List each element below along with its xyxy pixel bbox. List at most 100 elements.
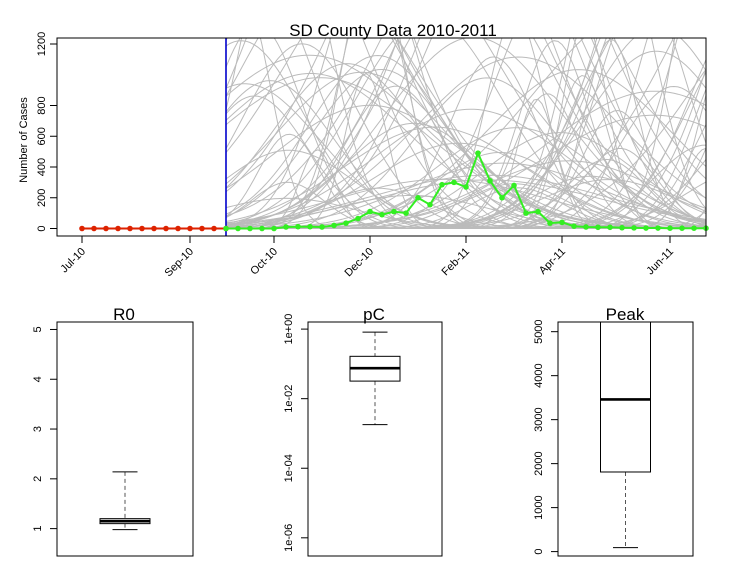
simulation-curve	[225, 38, 706, 221]
r0-title: R0	[113, 305, 135, 324]
y-tick-label: 1e+00	[283, 314, 295, 345]
data-point	[463, 184, 469, 190]
data-point	[415, 194, 421, 201]
data-point	[439, 181, 445, 188]
x-tick-label: Sep-10	[163, 246, 197, 280]
x-tick-label: Oct-10	[248, 246, 280, 278]
y-tick-label: 3000	[533, 407, 545, 431]
data-point	[667, 225, 673, 231]
chart-title: SD County Data 2010-2011	[289, 21, 497, 40]
y-tick-label: 5000	[533, 319, 545, 343]
data-point	[211, 225, 217, 232]
y-tick-label: 400	[36, 158, 48, 176]
x-tick-label: Jun-11	[644, 246, 676, 278]
data-point	[91, 225, 97, 232]
data-point	[427, 201, 433, 208]
data-point	[283, 224, 289, 230]
simulation-curve	[225, 56, 706, 227]
x-tick-label: Dec-10	[343, 246, 377, 280]
simulation-curve	[225, 38, 706, 229]
data-point	[319, 224, 325, 230]
pc-boxplot-panel: pC 1e-06 1e-04 1e-02 1e+00	[283, 305, 443, 557]
data-point	[631, 225, 637, 231]
data-point	[295, 223, 301, 230]
data-point	[451, 179, 457, 186]
data-point	[379, 211, 385, 218]
data-point	[307, 223, 313, 230]
data-point	[583, 224, 589, 230]
data-point	[127, 225, 133, 232]
data-point	[571, 223, 577, 229]
simulation-curve	[225, 38, 706, 228]
data-point	[247, 225, 253, 232]
y-tick-label: 1e-04	[283, 454, 295, 482]
data-point	[235, 225, 241, 232]
data-point	[343, 220, 349, 226]
data-point	[391, 208, 397, 215]
data-point	[199, 225, 205, 232]
x-tick-label: Feb-11	[440, 246, 473, 279]
simulation-curve	[225, 38, 706, 217]
data-point	[103, 225, 109, 232]
peak-title: Peak	[606, 305, 645, 324]
y-tick-label: 600	[36, 127, 48, 145]
data-point	[487, 178, 493, 184]
data-point	[547, 220, 553, 226]
data-point	[679, 225, 685, 231]
simulation-curve	[226, 114, 706, 229]
data-point	[619, 224, 625, 231]
data-point	[355, 215, 361, 222]
data-point	[115, 225, 121, 232]
data-point	[259, 225, 265, 232]
x-tick-label: Apr-11	[537, 246, 568, 277]
peak-boxplot-panel: Peak 0 1000 2000 3000 4000 5000	[533, 305, 694, 557]
data-point	[331, 222, 337, 229]
data-point	[271, 225, 277, 232]
data-point	[151, 225, 157, 232]
y-tick-label: 2000	[533, 451, 545, 475]
x-axis: Jul-10 Sep-10 Oct-10 Dec-10 Feb-11 Apr-11 Jun-…	[58, 235, 676, 280]
data-point	[187, 225, 193, 232]
data-point	[367, 208, 373, 215]
y-tick-label: 1000	[533, 495, 545, 519]
r0-boxplot-panel: R0 1 2 3 4 5	[32, 305, 194, 557]
data-point	[595, 224, 601, 231]
simulation-trajectories	[225, 38, 706, 229]
data-point	[523, 210, 529, 216]
time-series-panel: SD County Data 2010-2011 Number of Cases…	[18, 21, 709, 280]
y-tick-label: 200	[36, 189, 48, 207]
data-point	[559, 219, 565, 226]
y-tick-label: 4	[32, 376, 44, 382]
pc-title: pC	[363, 305, 385, 324]
data-point	[499, 194, 505, 201]
data-point	[175, 225, 181, 232]
y-axis-label: Number of Cases	[18, 97, 30, 183]
data-point	[511, 182, 517, 189]
y-tick-label: 1e-06	[283, 524, 295, 552]
y-tick-label: 1	[32, 526, 44, 532]
y-tick-label: 1200	[36, 32, 48, 56]
data-point	[163, 225, 169, 232]
y-tick-label: 0	[36, 225, 48, 231]
simulation-curve	[225, 38, 706, 225]
y-tick-label: 5	[32, 326, 44, 332]
simulation-curve	[225, 108, 706, 225]
data-point	[535, 208, 541, 215]
case-series	[79, 150, 709, 232]
data-point	[607, 224, 613, 231]
y-tick-label: 4000	[533, 363, 545, 387]
data-point	[691, 225, 697, 231]
iqr-box	[600, 321, 651, 473]
y-tick-label: 800	[36, 96, 48, 114]
data-point	[655, 225, 661, 231]
x-tick-label: Jul-10	[58, 246, 88, 276]
simulation-curve	[225, 179, 706, 226]
data-point	[643, 225, 649, 231]
y-axis: 0 200 400 600 800 1200	[36, 32, 58, 232]
data-point	[79, 225, 85, 232]
data-point	[223, 225, 229, 232]
y-tick-label: 0	[533, 549, 545, 555]
simulation-curve	[226, 77, 706, 229]
y-tick-label: 2	[32, 476, 44, 482]
